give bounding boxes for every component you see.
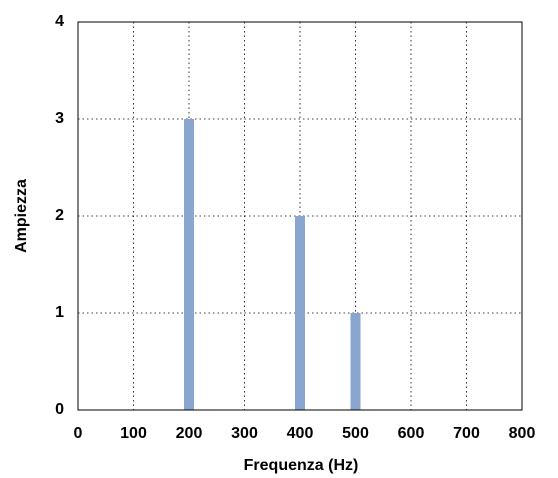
x-tick-label: 800	[509, 425, 536, 442]
y-axis-label: Ampiezza	[13, 179, 30, 253]
bar	[184, 119, 194, 410]
y-tick-label: 3	[55, 110, 64, 127]
x-tick-label: 400	[287, 425, 314, 442]
x-tick-label: 200	[176, 425, 203, 442]
bar	[350, 313, 361, 410]
x-tick-label: 600	[398, 425, 425, 442]
x-tick-label: 0	[74, 425, 83, 442]
y-tick-label: 2	[55, 207, 64, 224]
x-tick-label: 500	[342, 425, 369, 442]
x-tick-label: 700	[453, 425, 480, 442]
y-tick-label: 4	[55, 13, 64, 30]
x-tick-label: 100	[120, 425, 147, 442]
x-axis-label: Frequenza (Hz)	[244, 457, 359, 474]
plot-frame	[77, 21, 523, 411]
x-tick-label: 300	[231, 425, 258, 442]
bar	[295, 216, 305, 410]
y-tick-label: 0	[55, 401, 64, 418]
y-tick-label: 1	[55, 304, 64, 321]
